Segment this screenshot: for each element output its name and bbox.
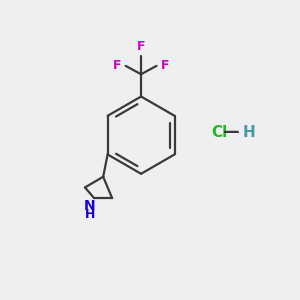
Text: H: H	[85, 208, 95, 221]
Text: F: F	[113, 59, 122, 72]
Text: N: N	[84, 199, 95, 213]
Text: H: H	[242, 125, 255, 140]
Text: Cl: Cl	[211, 125, 227, 140]
Text: —: —	[223, 123, 239, 141]
Text: F: F	[137, 40, 145, 53]
Text: F: F	[160, 59, 169, 72]
